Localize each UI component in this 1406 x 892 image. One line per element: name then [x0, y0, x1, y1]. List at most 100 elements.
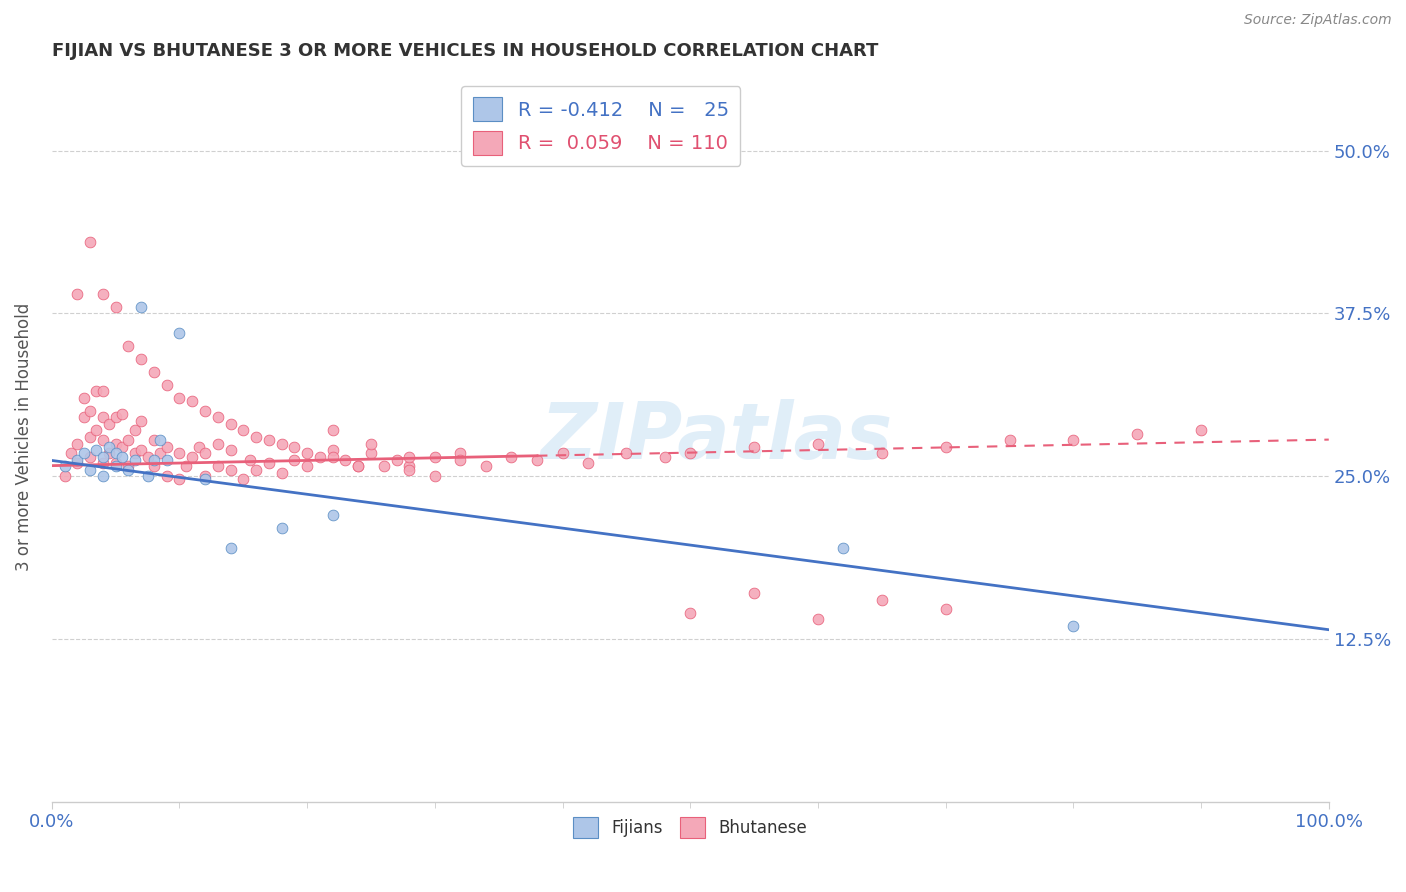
Point	[149, 445, 172, 459]
Point	[79, 450, 101, 464]
Point	[104, 456, 127, 470]
Point	[373, 458, 395, 473]
Point	[73, 410, 96, 425]
Point	[66, 453, 89, 467]
Point	[385, 453, 408, 467]
Point	[86, 443, 108, 458]
Point	[111, 407, 134, 421]
Point	[187, 441, 209, 455]
Point	[207, 436, 229, 450]
Point	[86, 384, 108, 399]
Point	[335, 453, 357, 467]
Point	[347, 458, 370, 473]
Point	[174, 458, 197, 473]
Point	[53, 469, 76, 483]
Point	[257, 433, 280, 447]
Point	[219, 462, 242, 476]
Point	[398, 462, 420, 476]
Point	[322, 450, 344, 464]
Point	[79, 430, 101, 444]
Point	[98, 445, 121, 459]
Y-axis label: 3 or more Vehicles in Household: 3 or more Vehicles in Household	[15, 303, 32, 571]
Text: Source: ZipAtlas.com: Source: ZipAtlas.com	[1244, 13, 1392, 28]
Point	[347, 458, 370, 473]
Point	[117, 339, 139, 353]
Point	[270, 521, 292, 535]
Point	[104, 445, 127, 459]
Point	[194, 404, 217, 418]
Point	[870, 445, 893, 459]
Point	[59, 445, 82, 459]
Point	[423, 469, 446, 483]
Point	[807, 436, 830, 450]
Point	[219, 417, 242, 431]
Point	[181, 393, 204, 408]
Point	[91, 433, 114, 447]
Point	[169, 326, 191, 340]
Point	[149, 433, 172, 447]
Point	[156, 378, 179, 392]
Point	[449, 445, 471, 459]
Point	[309, 450, 332, 464]
Point	[870, 592, 893, 607]
Point	[322, 443, 344, 458]
Point	[79, 404, 101, 418]
Point	[104, 410, 127, 425]
Point	[79, 235, 101, 249]
Point	[398, 458, 420, 473]
Point	[475, 458, 498, 473]
Point	[194, 445, 217, 459]
Point	[526, 453, 548, 467]
Point	[283, 453, 305, 467]
Point	[283, 441, 305, 455]
Point	[79, 462, 101, 476]
Point	[551, 445, 574, 459]
Point	[501, 450, 523, 464]
Point	[1189, 424, 1212, 438]
Point	[181, 450, 204, 464]
Point	[124, 453, 146, 467]
Point	[117, 433, 139, 447]
Legend: Fijians, Bhutanese: Fijians, Bhutanese	[567, 811, 814, 845]
Point	[73, 445, 96, 459]
Point	[156, 469, 179, 483]
Point	[91, 384, 114, 399]
Point	[142, 433, 165, 447]
Point	[66, 436, 89, 450]
Point	[91, 456, 114, 470]
Point	[219, 443, 242, 458]
Point	[360, 436, 382, 450]
Text: ZIPatlas: ZIPatlas	[540, 399, 891, 475]
Point	[53, 458, 76, 473]
Point	[169, 445, 191, 459]
Point	[742, 586, 765, 600]
Point	[111, 450, 134, 464]
Point	[142, 365, 165, 379]
Point	[832, 541, 855, 555]
Point	[129, 414, 152, 428]
Point	[654, 450, 676, 464]
Point	[935, 441, 957, 455]
Point	[91, 469, 114, 483]
Point	[117, 462, 139, 476]
Point	[207, 458, 229, 473]
Point	[142, 458, 165, 473]
Point	[66, 456, 89, 470]
Point	[679, 445, 702, 459]
Point	[322, 424, 344, 438]
Point	[194, 469, 217, 483]
Point	[98, 417, 121, 431]
Point	[1062, 619, 1084, 633]
Point	[245, 462, 267, 476]
Point	[270, 436, 292, 450]
Point	[111, 441, 134, 455]
Point	[1126, 427, 1149, 442]
Point	[136, 469, 159, 483]
Point	[232, 472, 254, 486]
Point	[807, 612, 830, 626]
Point	[449, 453, 471, 467]
Point	[616, 445, 638, 459]
Point	[295, 445, 318, 459]
Point	[104, 300, 127, 314]
Point	[169, 391, 191, 405]
